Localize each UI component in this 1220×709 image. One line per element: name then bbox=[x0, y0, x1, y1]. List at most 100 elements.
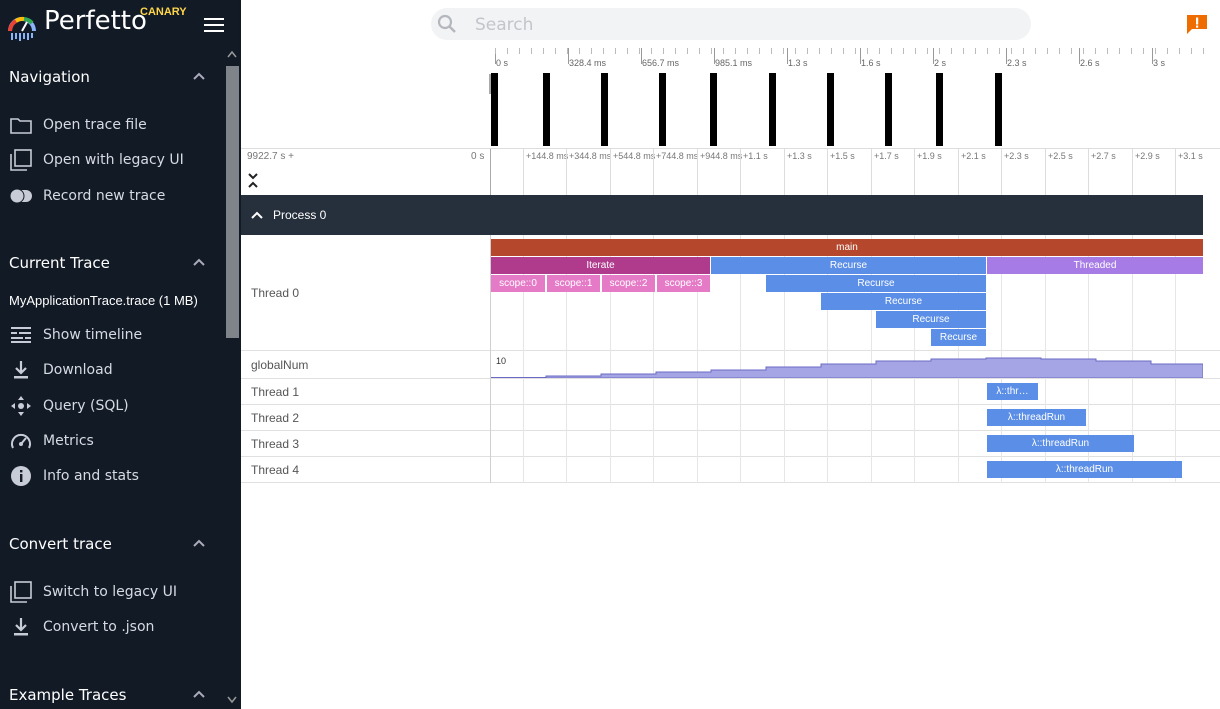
track-thread-4[interactable]: Thread 4 bbox=[241, 457, 1220, 483]
scroll-up-icon[interactable] bbox=[227, 50, 237, 58]
nav-switch-legacy-ui[interactable]: Switch to legacy UI bbox=[9, 580, 219, 604]
overview-tick-line bbox=[1152, 48, 1153, 64]
overview-tick-label: 3 s bbox=[1153, 58, 1166, 68]
track-thread-1[interactable]: Thread 1 bbox=[241, 379, 1220, 405]
grid-line bbox=[1132, 235, 1133, 483]
time-offset-label: 9922.7 s + bbox=[247, 151, 294, 162]
ruler-tick-label: +944.8 ms bbox=[700, 151, 743, 161]
nav-show-timeline[interactable]: Show timeline bbox=[9, 323, 219, 347]
sidebar-scrollbar[interactable] bbox=[225, 48, 239, 709]
section-title-current-trace[interactable]: Current Trace bbox=[9, 254, 110, 272]
counter-global-num[interactable] bbox=[491, 356, 1203, 378]
download-icon bbox=[9, 359, 33, 381]
chevron-up-icon[interactable] bbox=[192, 69, 206, 83]
overview-minor-tick bbox=[1167, 48, 1168, 54]
scroll-down-icon[interactable] bbox=[227, 696, 237, 704]
slice-main[interactable]: main bbox=[491, 239, 1203, 256]
track-thread-0[interactable]: Thread 0 bbox=[241, 235, 1220, 351]
slice-recurse-level-5[interactable]: Recurse bbox=[931, 329, 986, 346]
process-header[interactable]: Process 0 bbox=[241, 195, 1203, 235]
overview-minor-tick bbox=[1023, 48, 1024, 54]
search-input[interactable] bbox=[473, 13, 997, 37]
overview-minor-tick bbox=[675, 48, 676, 54]
slice-scope-1[interactable]: scope::1 bbox=[547, 275, 600, 292]
nav-item-label: Info and stats bbox=[43, 468, 139, 484]
grid-line bbox=[523, 235, 524, 483]
overview-minor-tick bbox=[591, 48, 592, 54]
overview-minor-tick bbox=[903, 48, 904, 54]
ruler-tick-label: +3.1 s bbox=[1178, 151, 1203, 161]
ruler-tick-line bbox=[1045, 149, 1046, 196]
perfetto-logo-icon bbox=[8, 16, 36, 41]
overview-minor-tick bbox=[771, 48, 772, 54]
menu-icon[interactable] bbox=[204, 17, 224, 33]
overview-minor-tick bbox=[987, 48, 988, 54]
slice-recurse[interactable]: Recurse bbox=[711, 257, 986, 274]
nav-record-new-trace[interactable]: Record new trace bbox=[9, 184, 219, 208]
slice-thread-4-run[interactable]: λ::threadRun bbox=[987, 461, 1182, 478]
chevron-up-icon[interactable] bbox=[192, 536, 206, 550]
nav-query-sql[interactable]: Query (SQL) bbox=[9, 394, 219, 418]
nav-download[interactable]: Download bbox=[9, 358, 219, 382]
slice-thread-2-run[interactable]: λ::threadRun bbox=[987, 409, 1086, 426]
alert-icon[interactable] bbox=[1186, 14, 1208, 34]
ruler-tick-line bbox=[871, 149, 872, 196]
overview-minor-tick bbox=[735, 48, 736, 54]
nav-open-trace-file[interactable]: Open trace file bbox=[9, 113, 219, 137]
sidebar-scrollbar-thumb[interactable] bbox=[226, 66, 239, 338]
slice-recurse-level-2[interactable]: Recurse bbox=[766, 275, 986, 292]
slice-threaded[interactable]: Threaded bbox=[987, 257, 1203, 274]
nav-info-and-stats[interactable]: Info and stats bbox=[9, 464, 219, 488]
track-thread-3[interactable]: Thread 3 bbox=[241, 431, 1220, 457]
grid-line bbox=[740, 235, 741, 483]
slice-iterate[interactable]: Iterate bbox=[491, 257, 710, 274]
toggle-icon bbox=[9, 185, 33, 207]
slice-recurse-level-4[interactable]: Recurse bbox=[876, 311, 986, 328]
top-bar bbox=[241, 0, 1220, 48]
overview-timeline[interactable]: 0 s 328.4 ms 656.7 ms 985.1 ms 1.3 s 1.6 s 2 s… bbox=[241, 48, 1220, 148]
track-global-num[interactable]: globalNum bbox=[241, 351, 1220, 379]
overview-minor-tick bbox=[711, 48, 712, 54]
ruler-tick-line bbox=[1132, 149, 1133, 196]
slice-thread-3-run[interactable]: λ::threadRun bbox=[987, 435, 1134, 452]
overview-tick-label: 2.3 s bbox=[1007, 58, 1027, 68]
overview-tick-label: 1.3 s bbox=[788, 58, 808, 68]
chevron-up-icon[interactable] bbox=[251, 209, 263, 221]
search-box[interactable] bbox=[431, 8, 1031, 40]
ruler-tick-line bbox=[697, 149, 698, 196]
nav-open-legacy-ui[interactable]: Open with legacy UI bbox=[9, 148, 219, 172]
collapse-all-icon[interactable] bbox=[247, 172, 259, 190]
slice-scope-0[interactable]: scope::0 bbox=[491, 275, 545, 292]
overview-activity-bar bbox=[885, 73, 892, 146]
section-title-navigation[interactable]: Navigation bbox=[9, 68, 90, 86]
slice-scope-2[interactable]: scope::2 bbox=[602, 275, 655, 292]
grid-line bbox=[566, 235, 567, 483]
overview-tick-line bbox=[641, 48, 642, 64]
overview-minor-tick bbox=[543, 48, 544, 54]
overview-minor-tick bbox=[879, 48, 880, 54]
overview-minor-tick bbox=[723, 48, 724, 54]
track-name: Thread 2 bbox=[251, 411, 300, 425]
nav-item-label: Record new trace bbox=[43, 188, 166, 204]
slice-thread-1-run[interactable]: λ::thr… bbox=[987, 383, 1038, 400]
sidebar: Perfetto CANARY Navigation Open trace fi… bbox=[0, 0, 241, 709]
overview-tick-line bbox=[787, 48, 788, 64]
track-thread-2[interactable]: Thread 2 bbox=[241, 405, 1220, 431]
slice-recurse-level-3[interactable]: Recurse bbox=[821, 293, 986, 310]
folder-icon bbox=[9, 114, 33, 136]
chevron-up-icon[interactable] bbox=[192, 687, 206, 701]
overview-minor-tick bbox=[1179, 48, 1180, 54]
speedometer-icon bbox=[9, 430, 33, 452]
ruler-tick-label: +344.8 ms bbox=[569, 151, 612, 161]
nav-metrics[interactable]: Metrics bbox=[9, 429, 219, 453]
nav-convert-json[interactable]: Convert to .json bbox=[9, 615, 219, 639]
overview-minor-tick bbox=[999, 48, 1000, 54]
overview-minor-tick bbox=[639, 48, 640, 54]
section-title-example-traces[interactable]: Example Traces bbox=[9, 686, 127, 704]
chevron-up-icon[interactable] bbox=[192, 255, 206, 269]
overview-minor-tick bbox=[855, 48, 856, 54]
time-ruler[interactable]: 9922.7 s + 0 s +144.8 ms +344.8 ms +544.8 … bbox=[241, 148, 1220, 196]
slice-scope-3[interactable]: scope::3 bbox=[657, 275, 710, 292]
section-title-convert-trace[interactable]: Convert trace bbox=[9, 535, 112, 553]
process-label: Process 0 bbox=[273, 208, 327, 222]
